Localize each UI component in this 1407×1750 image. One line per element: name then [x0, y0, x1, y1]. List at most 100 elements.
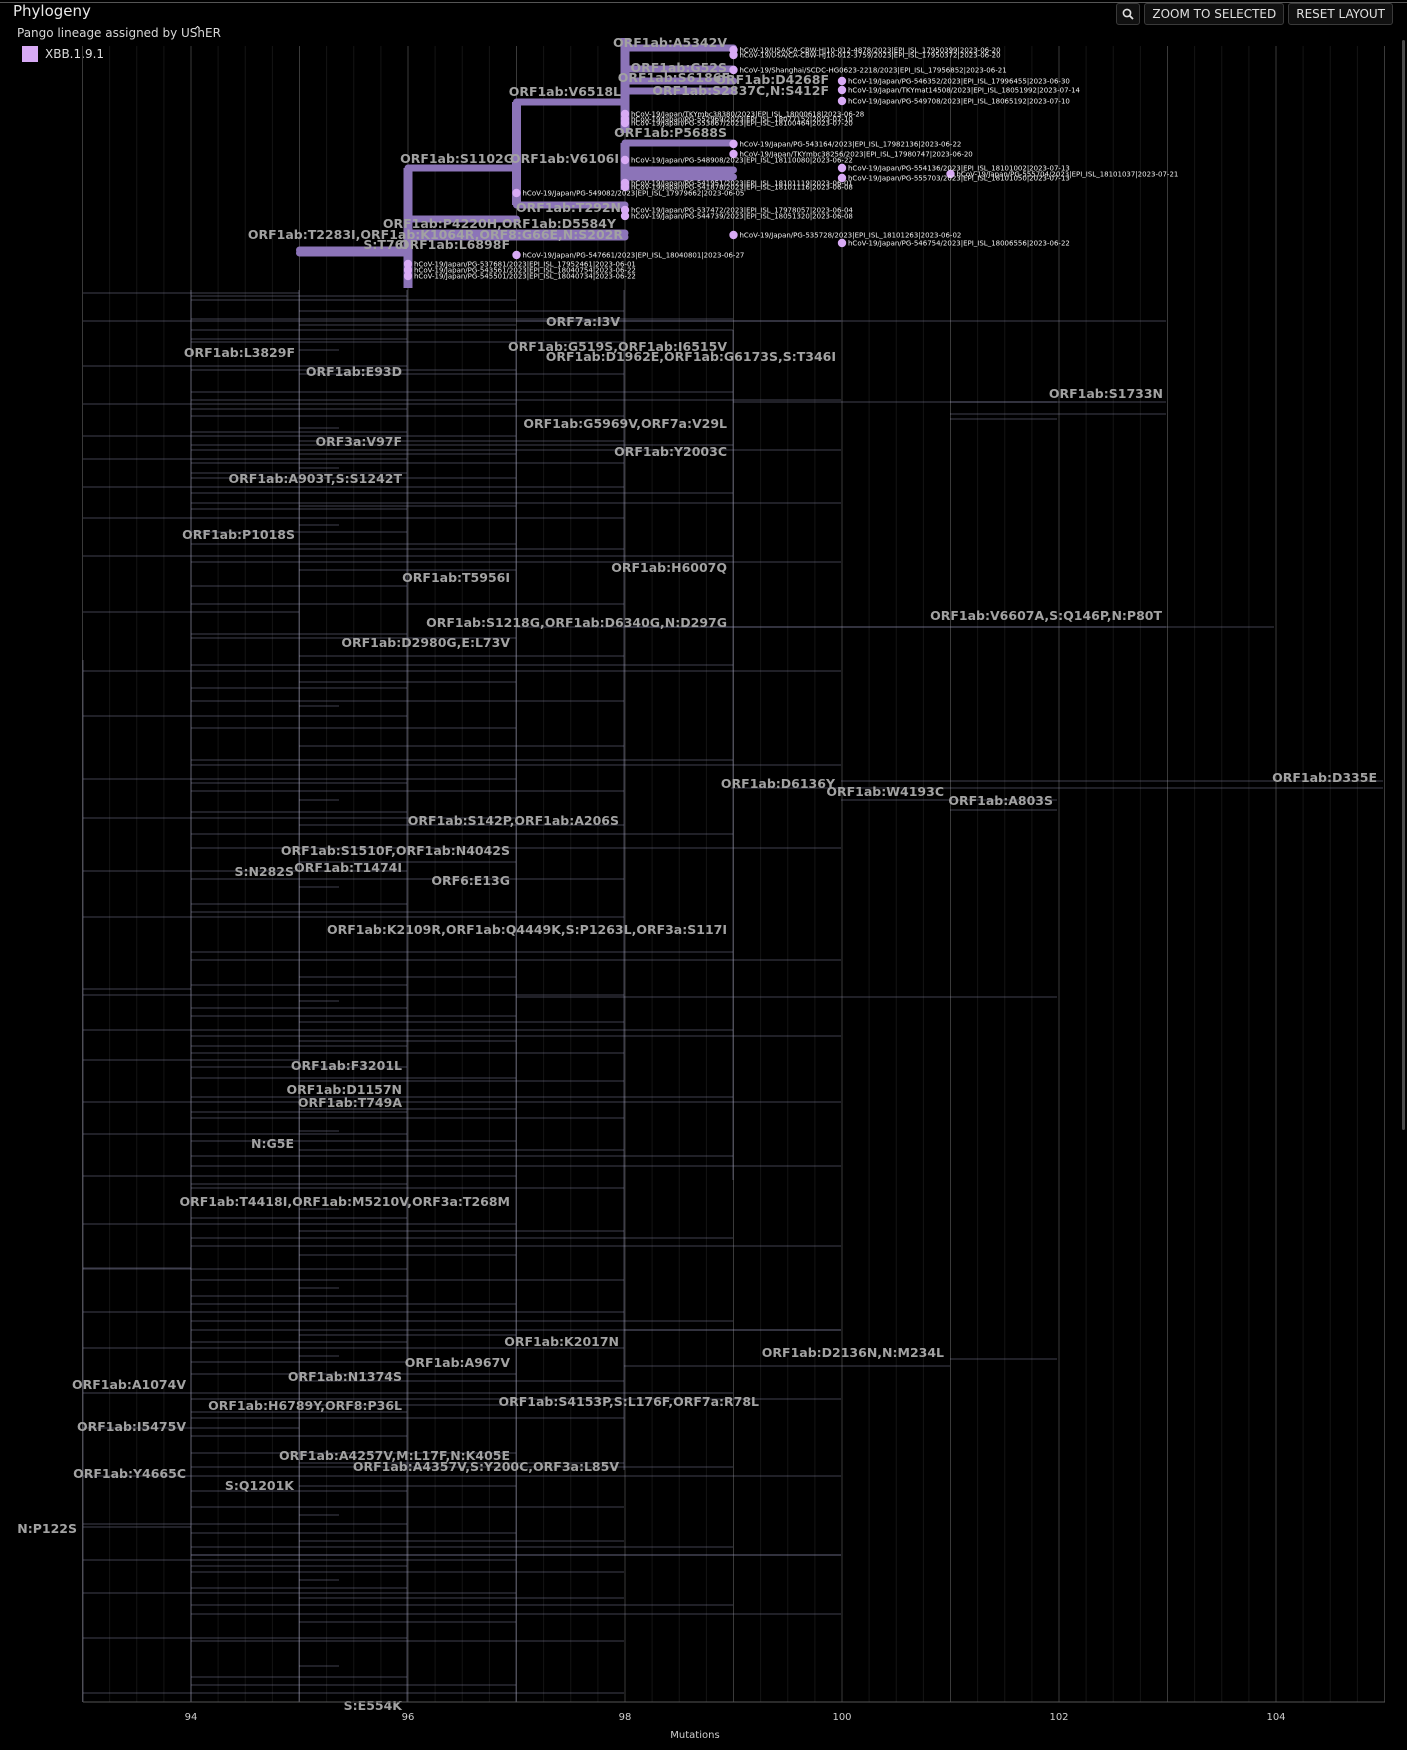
leaf-node[interactable]	[512, 250, 521, 260]
mutation-label: ORF3a:V97F	[315, 434, 402, 449]
leaf-node[interactable]	[729, 230, 738, 240]
leaf-label: hCoV-19/Japan/TKYmbc38380/2023|EPI_ISL_1…	[631, 111, 864, 119]
mutation-label: ORF1ab:V6106I	[510, 151, 619, 166]
leaf-node[interactable]	[403, 259, 413, 269]
mutation-label: S:E554K	[344, 1698, 404, 1713]
mutation-label: ORF1ab:T4418I,ORF1ab:M5210V,ORF3a:T268M	[180, 1194, 510, 1209]
mutation-label: ORF1ab:L6898F	[399, 237, 510, 252]
leaf-node[interactable]	[729, 139, 738, 149]
leaf-label: hCoV-19/Japan/PG-541878/2023|EPI_ISL_181…	[631, 184, 853, 192]
leaf-label: hCoV-19/Japan/TKYmat14508/2023|EPI_ISL_1…	[848, 87, 1081, 95]
leaf-node[interactable]	[620, 205, 630, 215]
mutation-label: S:N282S	[234, 864, 294, 879]
leaf-labels: hCoV-19/USA/CA-CBW-HJ10-012-4878/2023|EP…	[414, 47, 1178, 281]
leaf-label: hCoV-19/Japan/PG-543561/2023|EPI_ISL_180…	[414, 267, 636, 275]
leaf-label: hCoV-19/Japan/PG-537681/2023|EPI_ISL_179…	[414, 261, 636, 269]
mutation-label: ORF1ab:N1374S	[288, 1369, 402, 1384]
legend-item[interactable]: XBB.1.9.1	[22, 46, 104, 62]
mutation-label: ORF1ab:D2980G,E:L73V	[341, 635, 510, 650]
mutation-label: ORF1ab:S4153P,S:L176F,ORF7a:R78L	[498, 1394, 759, 1409]
zoom-to-selected-button[interactable]: ZOOM TO SELECTED	[1144, 3, 1285, 25]
mutation-label: ORF1ab:Y4665C	[73, 1466, 186, 1481]
leaf-node[interactable]	[729, 50, 738, 60]
mutation-label: ORF1ab:H6007Q	[611, 560, 727, 575]
leaf-label: hCoV-19/Japan/PG-535728/2023|EPI_ISL_181…	[740, 232, 962, 240]
mutation-label: ORF1ab:A5342V	[613, 35, 727, 50]
legend-item-label: XBB.1.9.1	[45, 47, 105, 61]
mutation-label: ORF1ab:G52S	[630, 60, 727, 75]
x-tick-label: 100	[832, 1712, 851, 1723]
leaf-label: hCoV-19/Japan/PG-545501/2023|EPI_ISL_180…	[414, 273, 636, 281]
mutation-label: ORF1ab:D6136Y	[721, 776, 836, 791]
leaf-node[interactable]	[403, 271, 413, 281]
leaf-label: hCoV-19/Japan/PG-549708/2023|EPI_ISL_180…	[848, 98, 1070, 106]
mutation-label: ORF1ab:P4220H,ORF1ab:D5584Y	[383, 216, 617, 231]
mutation-label: ORF1ab:T749A	[298, 1095, 402, 1110]
leaf-label: hCoV-19/Japan/PG-553867/2023|EPI_ISL_181…	[631, 120, 853, 128]
x-tick-label: 98	[619, 1712, 632, 1723]
leaf-node[interactable]	[729, 149, 738, 159]
legend-swatch	[22, 46, 38, 62]
mutation-label: ORF1ab:W4193C	[826, 784, 944, 799]
mutation-label: ORF1ab:A4357V,S:Y200C,ORF3a:L85V	[353, 1459, 619, 1474]
leaf-label: hCoV-19/USA/CA-CBW-HJ10-012-4878/2023|EP…	[740, 47, 1001, 55]
mutation-label: ORF1ab:Y2003C	[614, 444, 727, 459]
leaf-node[interactable]	[729, 65, 738, 75]
leaf-node[interactable]	[512, 188, 521, 198]
x-axis-label: Mutations	[670, 1730, 719, 1741]
mutation-label: ORF7a:I3V	[546, 314, 620, 329]
mutation-label: ORF1ab:V6518L	[509, 84, 621, 99]
mutation-label: ORF1ab:T2283I,ORF1ab:K1064R,ORF8:G66E,N:…	[248, 227, 624, 242]
mutation-label: ORF1ab:S1218G,ORF1ab:D6340G,N:D297G	[426, 615, 727, 630]
search-button[interactable]	[1116, 3, 1141, 25]
leaf-node[interactable]	[837, 163, 847, 173]
mutation-label: ORF1ab:T292N	[516, 200, 621, 215]
leaf-node[interactable]	[620, 211, 630, 221]
mutation-label: ORF1ab:S142P,ORF1ab:A206S	[408, 813, 619, 828]
leaf-label: hCoV-19/Japan/PG-544739/2023|EPI_ISL_180…	[631, 213, 853, 221]
mutation-label: ORF1ab:S6186F	[618, 70, 730, 85]
mutation-label: ORF1ab:L3829F	[184, 345, 295, 360]
mutation-label: ORF1ab:T5956I	[402, 570, 510, 585]
mutation-label: ORF1ab:S1733N	[1049, 386, 1163, 401]
selected-lineage-branches[interactable]	[296, 38, 737, 288]
mutation-label: ORF1ab:D1157N	[287, 1082, 403, 1097]
mutation-label: ORF1ab:A1074V	[72, 1377, 186, 1392]
leaf-label: hCoV-19/Japan/PG-548908/2023|EPI_ISL_181…	[631, 157, 853, 165]
grid-lines	[82, 46, 1385, 1702]
mutation-label: ORF1ab:G519S,ORF1ab:I6515V	[508, 339, 727, 354]
mutation-label: S:T76I	[363, 237, 408, 252]
leaf-node[interactable]	[403, 265, 413, 275]
mutation-label: ORF1ab:D335E	[1272, 770, 1377, 785]
reset-layout-button[interactable]: RESET LAYOUT	[1288, 3, 1393, 25]
leaf-label: hCoV-19/Japan/PG-555703/2023|EPI_ISL_181…	[848, 175, 1070, 183]
mutation-label: ORF1ab:D2136N,N:M234L	[762, 1345, 944, 1360]
chevron-up-icon[interactable]: ⌃	[193, 24, 203, 37]
mutation-label: ORF1ab:P1018S	[182, 527, 295, 542]
leaf-label: hCoV-19/Shanghai/SCDC-HG0623-2218/2023|E…	[740, 67, 1007, 75]
leaf-node[interactable]	[837, 76, 847, 86]
leaf-node[interactable]	[837, 173, 847, 183]
panel-title: Phylogeny	[13, 2, 91, 20]
mutation-label: ORF1ab:E93D	[306, 364, 402, 379]
tree-branches[interactable]	[82, 290, 1383, 1703]
leaf-label: hCoV-19/Japan/PG-554136/2023|EPI_ISL_181…	[848, 165, 1070, 173]
toolbar: ZOOM TO SELECTED RESET LAYOUT	[1116, 3, 1393, 25]
leaf-node[interactable]	[620, 155, 630, 165]
mutation-label: S:Q1201K	[225, 1478, 295, 1493]
selected-leaf-nodes[interactable]	[403, 45, 955, 281]
leaf-label: hCoV-19/Japan/PG-541951/2023|EPI_ISL_181…	[631, 180, 853, 188]
x-axis: 94 96 98 100 102 104 Mutations	[83, 1701, 1385, 1741]
vertical-scrollbar[interactable]	[1402, 40, 1405, 1130]
leaf-label: hCoV-19/Japan/PG-547661/2023|EPI_ISL_180…	[523, 252, 745, 260]
mutation-label: ORF1ab:T1474I	[294, 860, 402, 875]
leaf-node[interactable]	[837, 85, 847, 95]
mutation-label: N:G5E	[251, 1136, 294, 1151]
leaf-node[interactable]	[837, 96, 847, 106]
mutation-label: ORF1ab:G5969V,ORF7a:V29L	[523, 416, 727, 431]
leaf-node[interactable]	[620, 118, 630, 128]
leaf-node[interactable]	[837, 238, 847, 248]
leaf-node[interactable]	[620, 182, 630, 192]
leaf-node[interactable]	[946, 169, 955, 179]
